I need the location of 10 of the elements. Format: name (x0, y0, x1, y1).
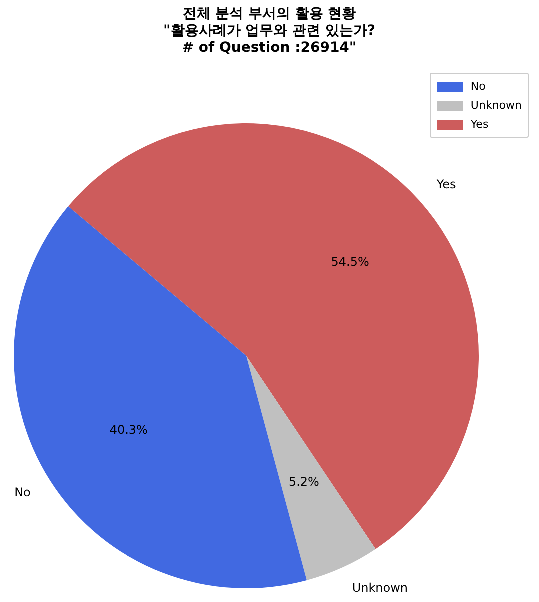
chart-title: 전체 분석 부서의 활용 현황 "활용사례가 업무와 관련 있는가? # of Question :26914" (162, 6, 377, 57)
slice-label: Unknown (352, 580, 408, 595)
legend-label: Unknown (470, 99, 522, 112)
legend-label: Yes (470, 118, 489, 131)
legend-label: No (470, 80, 486, 93)
data-label: 5.2% (288, 475, 320, 490)
slice-label: No (14, 486, 31, 500)
data-label: 40.3% (110, 423, 148, 438)
slice-label: Yes (436, 177, 456, 192)
data-label: 54.5% (331, 254, 370, 269)
